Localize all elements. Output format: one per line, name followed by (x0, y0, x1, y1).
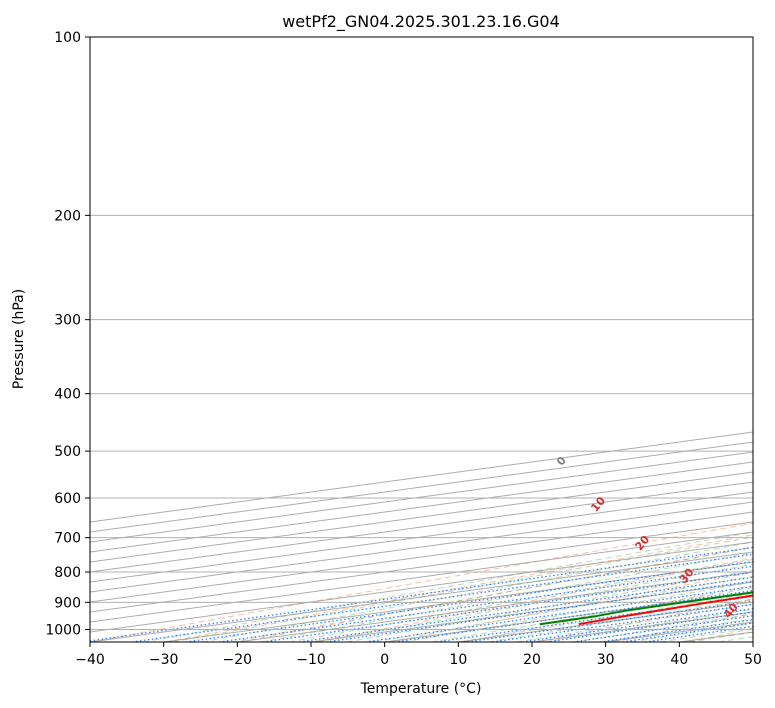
mixing-ratio-line (467, 600, 753, 642)
isotherm-line (90, 511, 753, 603)
dry-adiabats (90, 522, 753, 642)
x-tick-label: −30 (149, 652, 179, 668)
isotherm-line (90, 491, 753, 583)
mixing-ratio-line (131, 553, 753, 642)
moist-adiabat-line (487, 598, 753, 642)
y-tick-label: 800 (54, 565, 81, 581)
moist-adiabat-line (231, 546, 753, 642)
y-tick-label: 400 (54, 387, 81, 403)
moist-adiabat-line (143, 531, 753, 642)
y-tick-label: 700 (54, 531, 81, 547)
x-tick-label: 40 (670, 652, 688, 668)
mixing-ratio-line (185, 561, 753, 642)
y-tick-label: 300 (54, 313, 81, 329)
x-tick-label: −40 (75, 652, 105, 668)
mixing-ratio-line (90, 546, 753, 642)
plot-frame (89, 36, 754, 643)
x-tick-label: 0 (380, 652, 389, 668)
x-tick-label: −10 (296, 652, 326, 668)
mixing-ratio-line (522, 608, 753, 642)
mixing-ratio-line (436, 595, 753, 642)
moist-adiabat-line (317, 563, 753, 642)
x-tick-label: −20 (223, 652, 253, 668)
isotherm-line (90, 521, 753, 613)
moist-adiabat-line (403, 581, 753, 642)
y-tick-label: 200 (54, 208, 81, 224)
x-tick-label: 20 (523, 652, 541, 668)
y-tick-label: 900 (54, 595, 81, 611)
mixing-ratio-lines (90, 546, 753, 642)
moist-adiabat-line (431, 587, 753, 642)
pressure-gridlines (90, 214, 753, 630)
y-tick-label: 100 (54, 30, 81, 46)
y-axis-label: Pressure (hPa) (11, 289, 27, 389)
moist-adiabat-line (346, 569, 753, 642)
isotherm-line (90, 471, 753, 563)
y-tick-label: 1000 (45, 622, 81, 638)
isotherm-line (90, 461, 753, 553)
x-tick-label: 50 (744, 652, 762, 668)
x-tick-label: 30 (597, 652, 615, 668)
isotherm-line (90, 451, 753, 543)
skewed-isotherms (90, 431, 753, 642)
plot-area: -100-90-80-70-60-50-40-30-20-100.10.20.4… (90, 214, 753, 642)
y-axis-ticks: 1000 900 800 700 600 500 400 300 200 100 (45, 30, 90, 638)
y-tick-label: 500 (54, 444, 81, 460)
isotherm-line (90, 481, 753, 573)
moist-adiabat-line (172, 536, 753, 642)
x-axis-ticks: −40 −30 −20 −10 0 10 20 30 40 50 (75, 642, 762, 668)
isotherm-line (90, 501, 753, 593)
x-tick-label: 10 (449, 652, 467, 668)
mixing-ratio-line (492, 603, 753, 642)
isotherm-line (90, 531, 753, 623)
y-tick-label: 600 (54, 491, 81, 507)
x-axis-label: Temperature (°C) (360, 681, 482, 697)
dry-adiabat-line (90, 522, 753, 642)
chart-title: wetPf2_GN04.2025.301.23.16.G04 (282, 12, 560, 32)
dry-adiabat-line (165, 534, 753, 642)
